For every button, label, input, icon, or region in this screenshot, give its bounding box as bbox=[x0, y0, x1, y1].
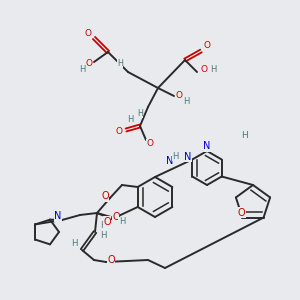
Text: H: H bbox=[119, 218, 125, 226]
Text: O: O bbox=[237, 208, 245, 218]
Text: O: O bbox=[112, 212, 120, 222]
Text: H: H bbox=[242, 130, 248, 140]
Text: O: O bbox=[101, 191, 109, 201]
Text: H: H bbox=[137, 109, 143, 118]
Text: H: H bbox=[100, 220, 106, 230]
Text: N: N bbox=[166, 156, 173, 166]
Text: O: O bbox=[176, 92, 182, 100]
Text: O: O bbox=[85, 29, 92, 38]
Text: N: N bbox=[203, 141, 211, 151]
Text: O: O bbox=[103, 217, 111, 227]
Text: H: H bbox=[127, 115, 133, 124]
Text: O: O bbox=[146, 140, 154, 148]
Text: H: H bbox=[172, 152, 179, 161]
Text: H: H bbox=[100, 232, 106, 241]
Text: H: H bbox=[210, 64, 216, 74]
Text: H: H bbox=[71, 239, 77, 248]
Text: O: O bbox=[203, 41, 211, 50]
Text: O: O bbox=[85, 59, 92, 68]
Text: H: H bbox=[79, 65, 85, 74]
Text: O: O bbox=[107, 255, 115, 265]
Text: O: O bbox=[116, 128, 122, 136]
Text: O: O bbox=[200, 64, 208, 74]
Text: N: N bbox=[54, 211, 62, 221]
Text: H: H bbox=[117, 58, 123, 68]
Text: H: H bbox=[183, 98, 189, 106]
Text: N: N bbox=[184, 152, 191, 161]
